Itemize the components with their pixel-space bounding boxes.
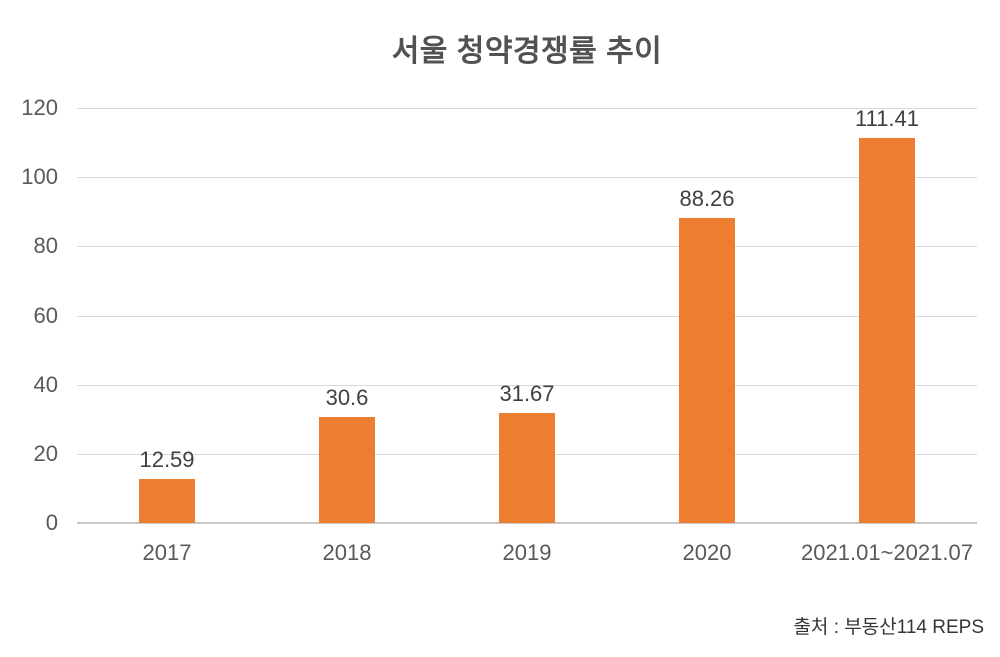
- gridline: [77, 108, 977, 109]
- value-label: 30.6: [325, 385, 369, 411]
- y-tick-label: 100: [21, 164, 58, 190]
- x-axis-line: [77, 522, 977, 524]
- y-tick-label: 40: [33, 371, 58, 397]
- bar-2018: [319, 417, 375, 523]
- y-tick-label: 60: [33, 302, 58, 328]
- plot-area: 12.59 30.6 31.67 88.26 111.41: [77, 105, 977, 524]
- y-axis: 0 20 40 60 80 100 120: [0, 97, 58, 534]
- gridline: [77, 177, 977, 179]
- value-label: 31.67: [499, 381, 555, 407]
- value-label: 88.26: [679, 185, 735, 211]
- y-tick-label: 80: [33, 233, 58, 259]
- value-label: 12.59: [139, 447, 195, 473]
- chart-title: 서울 청약경쟁률 추이: [391, 35, 663, 68]
- x-axis: 2017 2018 2019 2020 2021.01~2021.07: [77, 540, 977, 570]
- gridline: [77, 384, 977, 386]
- bar-2020: [679, 217, 735, 523]
- x-tick-label: 2017: [142, 540, 192, 565]
- y-tick-label: 120: [21, 95, 58, 120]
- bar-2019: [499, 413, 555, 523]
- gridline: [77, 315, 977, 317]
- y-tick-label: 0: [45, 510, 58, 535]
- x-tick-label: 2020: [682, 540, 732, 565]
- x-tick-label: 2021.01~2021.07: [801, 540, 973, 565]
- x-tick-label: 2019: [502, 540, 552, 565]
- y-tick-label: 20: [33, 440, 58, 466]
- source-note: 출처 : 부동산114 REPS: [793, 617, 984, 638]
- gridline: [77, 246, 977, 248]
- x-tick-label: 2018: [322, 540, 372, 565]
- bar-2017: [139, 479, 195, 523]
- value-label: 111.41: [854, 105, 920, 131]
- bar-2021.01~2021.07: [859, 137, 915, 523]
